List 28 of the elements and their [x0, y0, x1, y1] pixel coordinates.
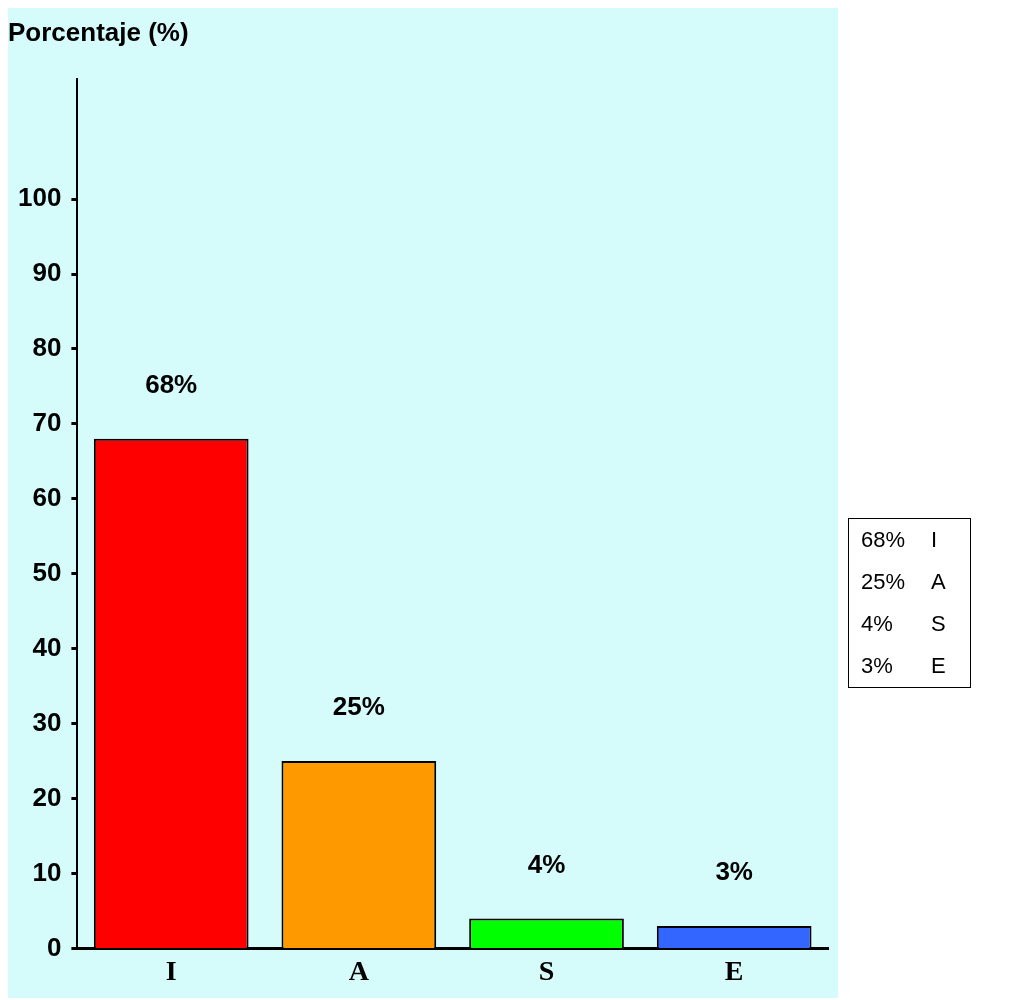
category-label: S	[931, 611, 946, 636]
y-tick-label: 60	[32, 481, 62, 512]
x-tick-label: I	[165, 955, 177, 987]
y-tick-label: 30	[32, 706, 62, 737]
category-label: A	[931, 569, 946, 594]
text: 25%	[861, 569, 906, 594]
y-tick-label: 10	[32, 856, 62, 887]
y-tick-label: 40	[32, 631, 62, 662]
y-axis-title: Porcentaje (%)	[8, 16, 189, 47]
y-tick-label: 20	[32, 781, 62, 812]
category-label: I	[931, 527, 938, 552]
y-tick-label: 50	[32, 556, 62, 587]
category-label: E	[931, 653, 946, 678]
text: 68%	[861, 527, 906, 552]
x-tick-label: A	[348, 955, 370, 987]
x-tick-label: E	[724, 955, 744, 987]
x-tick-label: S	[538, 955, 555, 987]
data-label: 25%	[332, 691, 385, 722]
y-tick-label: 70	[32, 407, 62, 438]
y-tick-label: 90	[32, 257, 62, 288]
text: 4%	[861, 611, 893, 636]
data-label: 3%	[715, 856, 753, 887]
data-label: 4%	[527, 848, 566, 879]
text: 3%	[861, 653, 893, 678]
y-tick-label: 80	[32, 332, 62, 363]
y-tick-label: 100	[17, 182, 62, 213]
data-label: 68%	[145, 369, 198, 400]
y-tick-label: 0	[46, 931, 62, 962]
